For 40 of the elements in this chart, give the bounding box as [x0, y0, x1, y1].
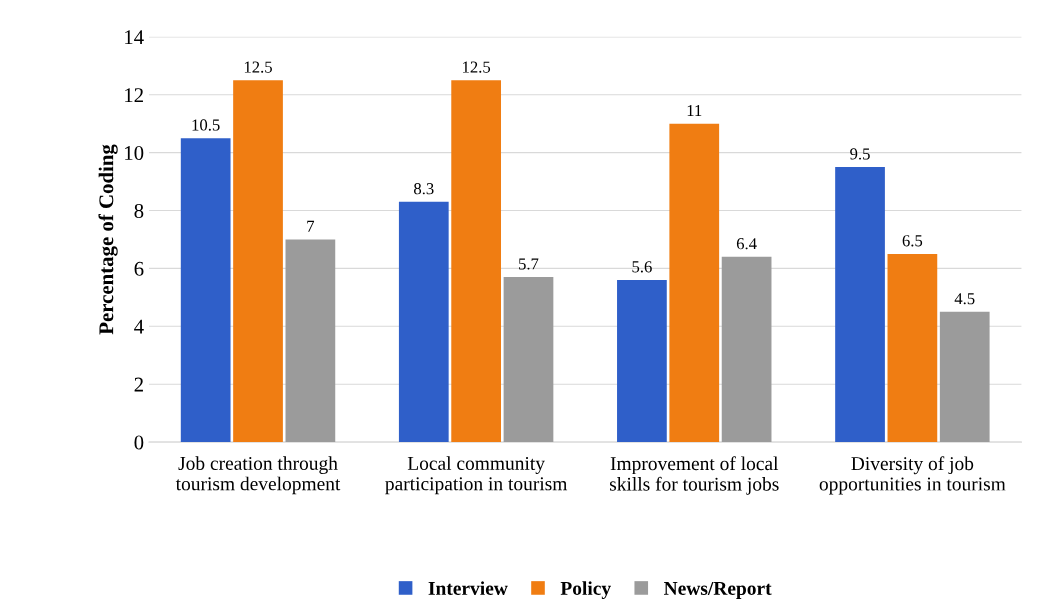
y-axis-title: Percentage of Coding: [98, 144, 118, 335]
data-label: 12.5: [244, 61, 272, 73]
data-label: 8.3: [414, 183, 434, 195]
y-tick-label: 8: [134, 203, 144, 218]
bar: [503, 277, 554, 443]
x-tick-label: Diversity of job opportunities in tourism: [819, 456, 1006, 495]
bar: [285, 239, 336, 443]
x-tick-label: Local community participation in tourism: [385, 456, 568, 495]
data-label: 12.5: [463, 61, 491, 73]
data-label: 10.5: [192, 119, 220, 131]
legend-label: News/Report: [663, 581, 772, 599]
bar: [887, 253, 938, 443]
y-tick-label: 10: [125, 146, 144, 161]
y-tick-label: 14: [125, 30, 144, 45]
data-label: 5.7: [519, 258, 539, 270]
legend-label: Policy: [560, 581, 611, 599]
y-tick-label: 0: [134, 435, 144, 450]
bar: [617, 279, 667, 443]
y-tick-label: 12: [125, 88, 143, 102]
bar: [669, 123, 720, 443]
data-label: 4.5: [954, 293, 975, 305]
bar: [721, 256, 772, 443]
data-label: 9.5: [850, 148, 870, 160]
y-tick-label: 4: [134, 319, 144, 334]
x-tick-label: Improvement of local skills for tourism jobs: [609, 456, 779, 495]
data-label: 7: [307, 220, 315, 232]
data-label: 6.5: [902, 235, 923, 247]
data-label: 5.6: [632, 261, 652, 273]
bar: [180, 138, 231, 443]
bar: [233, 80, 283, 443]
x-tick-label: Job creation through tourism development: [175, 456, 341, 495]
legend-label: Interview: [428, 581, 508, 595]
y-tick-label: 6: [134, 261, 144, 276]
bar: [398, 201, 449, 443]
bar: [835, 167, 885, 443]
y-tick-label: 2: [134, 377, 143, 392]
data-label: 11: [687, 104, 702, 116]
bar: [939, 311, 990, 443]
bar: [451, 80, 502, 443]
data-label: 6.4: [736, 238, 757, 250]
